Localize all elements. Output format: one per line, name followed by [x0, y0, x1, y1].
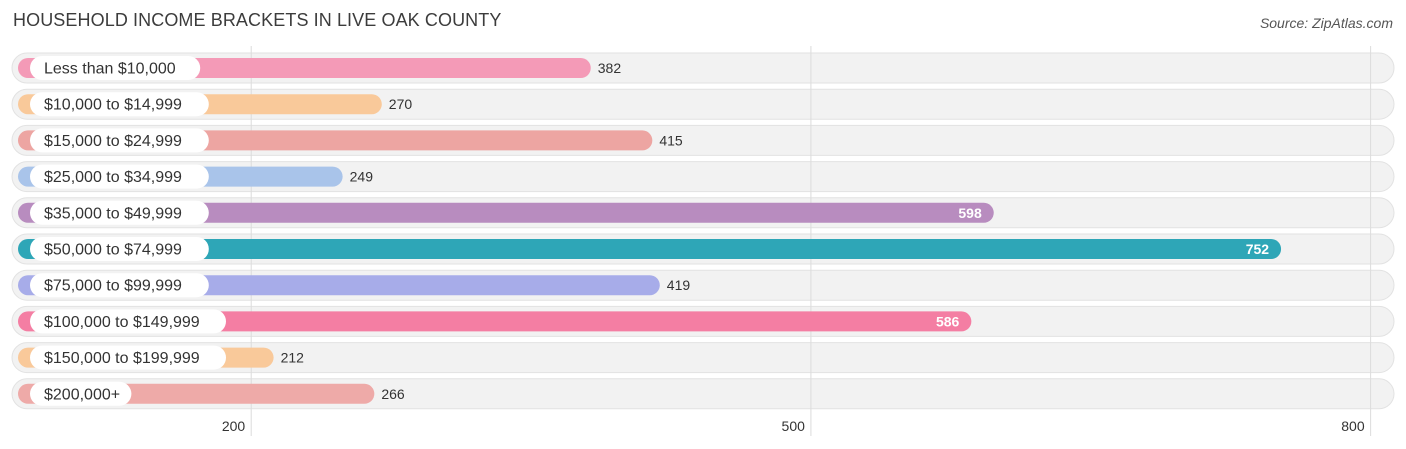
category-label-pill — [30, 345, 226, 370]
x-tick-label: 800 — [1341, 418, 1365, 434]
category-label-pill — [30, 128, 209, 153]
x-axis-ticks: 200 500 800 — [222, 418, 1365, 434]
value-label: 266 — [381, 386, 405, 402]
value-label: 382 — [598, 60, 622, 76]
bar[interactable] — [18, 311, 972, 332]
bars-layer: Less than $10,000 382 $10,000 to $14,999 27… — [11, 46, 1395, 436]
category-label: $10,000 to $14,999 — [44, 97, 182, 114]
category-label: $35,000 to $49,999 — [44, 205, 182, 222]
category-label: $200,000+ — [44, 386, 120, 403]
value-label: 598 — [958, 205, 982, 221]
category-label-pill — [30, 309, 226, 334]
bar[interactable] — [18, 239, 1282, 259]
category-label-pill — [30, 273, 209, 298]
category-label: $25,000 to $34,999 — [44, 169, 182, 186]
category-label: $15,000 to $24,999 — [44, 133, 182, 150]
category-label: $50,000 to $74,999 — [44, 242, 182, 259]
category-label-pill — [30, 381, 132, 406]
row-background — [11, 161, 1395, 193]
category-label-pill — [30, 237, 209, 261]
x-tick-label: 500 — [782, 418, 806, 434]
category-label-pill — [30, 164, 209, 189]
value-label: 752 — [1246, 241, 1270, 257]
category-label-pill — [30, 92, 209, 117]
source-note: Source: ZipAtlas.com — [1259, 15, 1393, 31]
value-label: 415 — [659, 132, 683, 148]
category-label: $150,000 to $199,999 — [44, 350, 200, 367]
value-label: 270 — [389, 96, 413, 112]
category-label-pill — [30, 200, 209, 225]
value-label: 249 — [350, 169, 374, 185]
x-tick-label: 200 — [222, 418, 246, 434]
category-label: $75,000 to $99,999 — [44, 278, 182, 295]
category-label: Less than $10,000 — [44, 61, 176, 78]
bar[interactable] — [18, 202, 994, 223]
category-label: $100,000 to $149,999 — [44, 314, 200, 331]
chart-title: HOUSEHOLD INCOME BRACKETS IN LIVE OAK CO… — [13, 10, 502, 30]
value-label: 212 — [281, 350, 305, 366]
value-label: 419 — [667, 277, 691, 293]
category-label-pill — [30, 56, 201, 80]
row-background — [11, 342, 1395, 374]
value-label: 586 — [936, 313, 960, 329]
